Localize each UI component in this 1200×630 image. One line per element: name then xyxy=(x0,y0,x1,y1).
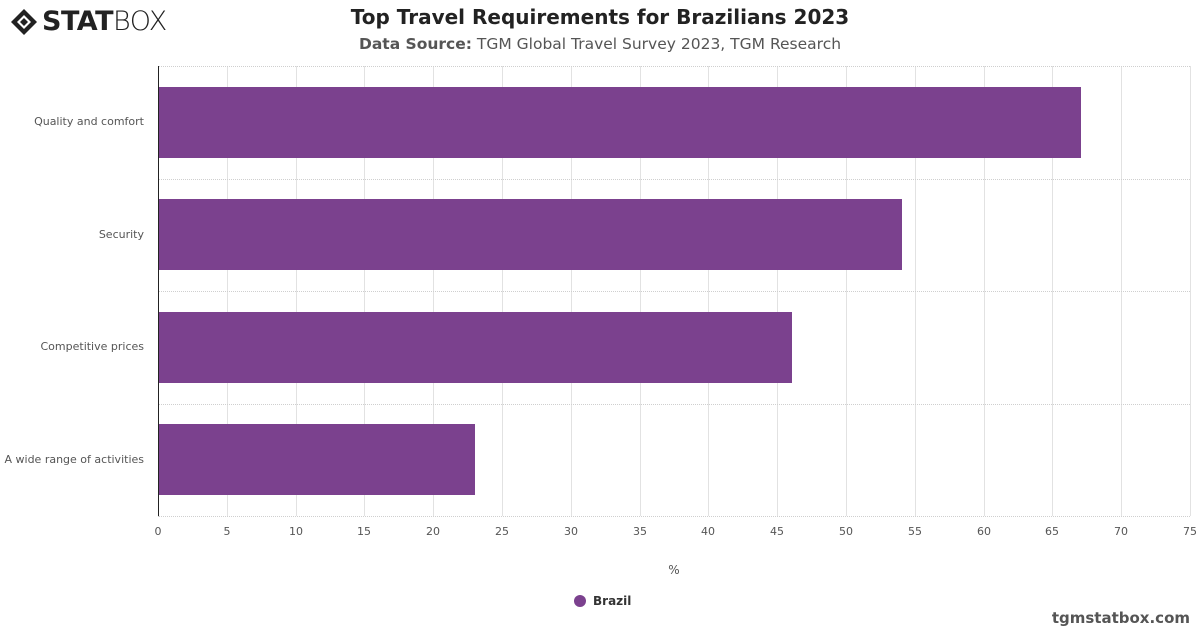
vertical-gridline xyxy=(1190,66,1191,516)
x-tick-label: 35 xyxy=(633,525,647,538)
horizontal-gridline xyxy=(158,179,1190,180)
x-tick-label: 70 xyxy=(1114,525,1128,538)
x-tick-label: 75 xyxy=(1183,525,1197,538)
x-tick-label: 60 xyxy=(977,525,991,538)
x-tick-label: 25 xyxy=(495,525,509,538)
category-axis-line xyxy=(158,66,159,516)
subtitle-source: TGM Global Travel Survey 2023, TGM Resea… xyxy=(471,35,842,53)
horizontal-gridline xyxy=(158,516,1190,517)
horizontal-gridline xyxy=(158,66,1190,67)
horizontal-gridline xyxy=(158,291,1190,292)
horizontal-gridline xyxy=(158,404,1190,405)
category-label: A wide range of activities xyxy=(4,453,145,466)
bar-a-wide-range-of-activities[interactable] xyxy=(159,424,475,495)
x-tick-label: 40 xyxy=(701,525,715,538)
x-tick-label: 50 xyxy=(839,525,853,538)
bar-quality-and-comfort[interactable] xyxy=(159,87,1081,158)
x-tick-label: 20 xyxy=(426,525,440,538)
statbox-diamond-icon xyxy=(11,9,37,35)
x-tick-label: 30 xyxy=(564,525,578,538)
legend-label: Brazil xyxy=(593,594,632,608)
bar-competitive-prices[interactable] xyxy=(159,312,792,383)
x-tick-label: 15 xyxy=(357,525,371,538)
category-label: Competitive prices xyxy=(40,340,145,353)
statbox-logo: STATBOX xyxy=(10,8,167,36)
x-tick-label: 5 xyxy=(223,525,231,538)
x-tick-label: 65 xyxy=(1045,525,1059,538)
plot-area xyxy=(158,66,1191,517)
legend-item-brazil[interactable]: Brazil xyxy=(574,594,631,608)
x-tick-label: 10 xyxy=(289,525,303,538)
legend-marker-icon xyxy=(574,595,586,607)
x-tick-label: 0 xyxy=(154,525,162,538)
footer-site: tgmstatbox.com xyxy=(1051,609,1190,627)
bar-security[interactable] xyxy=(159,199,902,270)
category-label: Quality and comfort xyxy=(34,115,144,128)
chart-subtitle: Data Source: TGM Global Travel Survey 20… xyxy=(0,35,1200,53)
chart-title: Top Travel Requirements for Brazilians 2… xyxy=(350,5,850,29)
x-tick-label: 45 xyxy=(770,525,784,538)
logo-wordmark: STATBOX xyxy=(42,6,167,37)
x-tick-label: 55 xyxy=(908,525,922,538)
subtitle-label: Data Source: xyxy=(358,35,472,53)
x-axis-title: % xyxy=(668,563,680,577)
category-label: Security xyxy=(98,228,144,241)
